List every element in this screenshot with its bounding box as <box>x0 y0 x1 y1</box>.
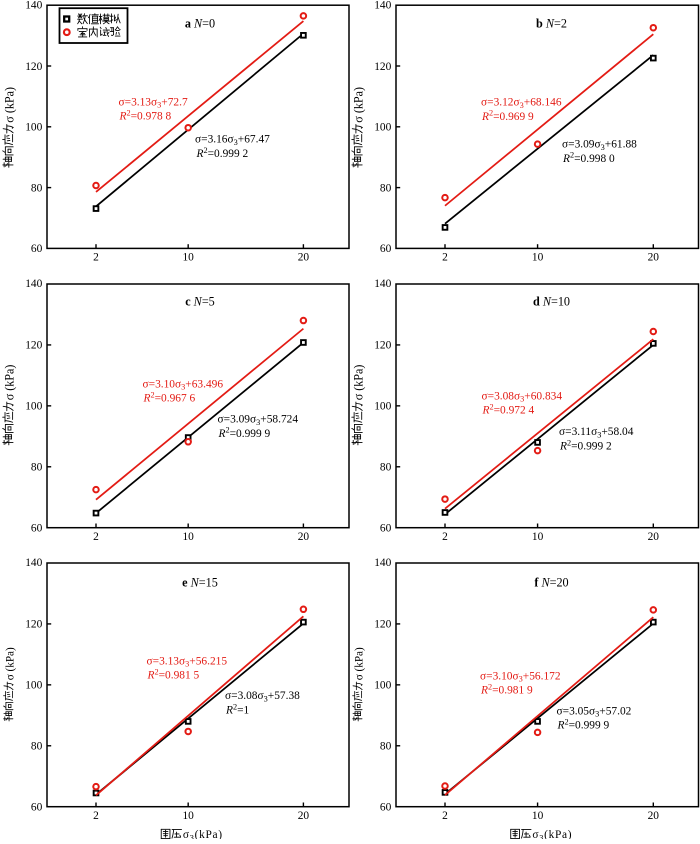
svg-text:σ3(kPa): σ3(kPa) <box>183 829 223 839</box>
svg-text:120: 120 <box>25 340 42 352</box>
svg-text:120: 120 <box>374 619 391 631</box>
svg-text:100: 100 <box>25 122 42 134</box>
svg-text:σ=3.05σ3+57.02: σ=3.05σ3+57.02 <box>557 705 632 718</box>
svg-text:80: 80 <box>380 182 392 194</box>
svg-text:20: 20 <box>298 252 310 264</box>
svg-text:σ3(kPa): σ3(kPa) <box>532 829 572 839</box>
svg-text:60: 60 <box>31 523 43 535</box>
svg-text:2: 2 <box>442 252 448 264</box>
svg-text:60: 60 <box>31 243 43 255</box>
svg-text:2: 2 <box>442 531 448 543</box>
svg-text:80: 80 <box>31 182 43 194</box>
svg-text:80: 80 <box>380 741 392 753</box>
svg-text:R2=0.969 9: R2=0.969 9 <box>481 109 534 123</box>
svg-text:σ=3.10σ3+56.172: σ=3.10σ3+56.172 <box>480 670 561 683</box>
svg-text:10: 10 <box>532 531 544 543</box>
svg-text:σ=3.09σ3+58.724: σ=3.09σ3+58.724 <box>218 414 299 427</box>
svg-text:120: 120 <box>25 61 42 73</box>
svg-text:σ=3.13σ3+56.215: σ=3.13σ3+56.215 <box>147 655 228 668</box>
svg-text:e N=15: e N=15 <box>182 575 218 589</box>
svg-text:80: 80 <box>380 462 392 474</box>
svg-text:2: 2 <box>93 252 99 264</box>
svg-text:2: 2 <box>93 810 99 822</box>
svg-text:σ=3.08σ3+57.38: σ=3.08σ3+57.38 <box>225 690 300 703</box>
svg-text:20: 20 <box>298 531 310 543</box>
svg-text:R2=0.999 9: R2=0.999 9 <box>557 717 610 731</box>
svg-text:140: 140 <box>374 557 391 569</box>
svg-text:σ=3.09σ3+61.88: σ=3.09σ3+61.88 <box>562 139 637 152</box>
svg-text:b N=2: b N=2 <box>536 16 567 30</box>
svg-text:σ=3.11σ3+58.04: σ=3.11σ3+58.04 <box>559 426 634 439</box>
svg-text:20: 20 <box>648 810 660 822</box>
svg-text:60: 60 <box>380 243 392 255</box>
svg-text:σ=3.12σ3+68.146: σ=3.12σ3+68.146 <box>481 97 562 110</box>
svg-text:10: 10 <box>182 252 194 264</box>
svg-text:100: 100 <box>374 122 391 134</box>
svg-text:R2=0.978 8: R2=0.978 8 <box>119 108 172 122</box>
svg-text:140: 140 <box>374 0 391 11</box>
svg-text:10: 10 <box>182 531 194 543</box>
svg-text:R2=0.999 9: R2=0.999 9 <box>218 426 271 440</box>
svg-text:d N=10: d N=10 <box>533 294 570 308</box>
svg-text:140: 140 <box>25 557 42 569</box>
svg-text:100: 100 <box>374 680 391 692</box>
svg-text:R2=0.967 6: R2=0.967 6 <box>143 390 196 404</box>
svg-text:R2=0.972 4: R2=0.972 4 <box>482 402 535 416</box>
svg-text:σ=3.08σ3+60.834: σ=3.08σ3+60.834 <box>482 390 563 403</box>
svg-text:120: 120 <box>374 340 391 352</box>
svg-text:140: 140 <box>25 278 42 290</box>
svg-text:120: 120 <box>25 619 42 631</box>
svg-text:σ (kPa): σ (kPa) <box>4 647 16 680</box>
svg-text:100: 100 <box>25 680 42 692</box>
svg-text:2: 2 <box>93 531 99 543</box>
svg-text:20: 20 <box>648 531 660 543</box>
svg-text:60: 60 <box>31 802 43 814</box>
svg-text:σ=3.16σ3+67.47: σ=3.16σ3+67.47 <box>195 134 270 147</box>
svg-text:120: 120 <box>374 61 391 73</box>
svg-text:R2=0.999 2: R2=0.999 2 <box>196 146 249 160</box>
svg-text:140: 140 <box>25 0 42 11</box>
svg-text:2: 2 <box>442 810 448 822</box>
svg-text:σ (kPa): σ (kPa) <box>2 87 16 123</box>
svg-text:R2=0.998 0: R2=0.998 0 <box>562 151 615 165</box>
svg-text:140: 140 <box>374 278 391 290</box>
svg-text:80: 80 <box>31 741 43 753</box>
svg-text:f N=20: f N=20 <box>534 575 568 589</box>
svg-text:R2=0.981 9: R2=0.981 9 <box>480 682 533 696</box>
svg-text:a N=0: a N=0 <box>185 16 215 30</box>
svg-text:100: 100 <box>374 401 391 413</box>
svg-text:σ (kPa): σ (kPa) <box>351 87 365 123</box>
svg-text:σ=3.13σ3+72.7: σ=3.13σ3+72.7 <box>119 96 188 109</box>
svg-text:R2=0.981 5: R2=0.981 5 <box>147 667 200 681</box>
svg-text:σ (kPa): σ (kPa) <box>351 365 365 401</box>
svg-text:10: 10 <box>532 252 544 264</box>
svg-text:R2=1: R2=1 <box>225 702 250 716</box>
svg-text:60: 60 <box>380 802 392 814</box>
svg-text:σ=3.10σ3+63.496: σ=3.10σ3+63.496 <box>143 378 224 391</box>
svg-text:80: 80 <box>31 462 43 474</box>
svg-text:σ (kPa): σ (kPa) <box>353 647 365 680</box>
svg-text:20: 20 <box>648 252 660 264</box>
svg-text:R2=0.999 2: R2=0.999 2 <box>559 438 612 452</box>
svg-text:c N=5: c N=5 <box>185 294 215 308</box>
svg-text:20: 20 <box>298 810 310 822</box>
svg-text:100: 100 <box>25 401 42 413</box>
svg-text:σ (kPa): σ (kPa) <box>2 365 16 401</box>
svg-text:10: 10 <box>182 810 194 822</box>
svg-text:10: 10 <box>532 810 544 822</box>
svg-text:60: 60 <box>380 523 392 535</box>
